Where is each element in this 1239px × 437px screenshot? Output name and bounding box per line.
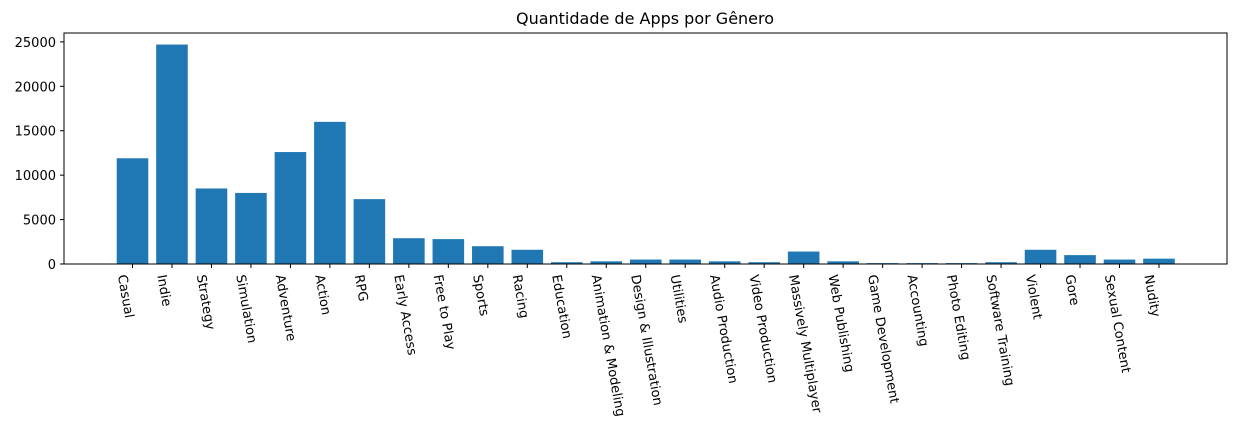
x-tick-label: Indie	[153, 274, 173, 308]
y-tick-label: 20000	[15, 80, 56, 95]
x-tick-label: Nudity	[1140, 274, 1162, 319]
bar-audio-production	[708, 261, 741, 264]
x-tick-label: Software Training	[982, 274, 1016, 388]
x-tick-label: Game Development	[864, 274, 901, 405]
bars-group	[116, 44, 1175, 264]
bar-racing	[511, 249, 544, 264]
x-tick-label: Massively Multiplayer	[785, 274, 824, 415]
x-tick-label: Design & Illustration	[627, 274, 665, 407]
bar-adventure	[274, 152, 307, 264]
x-tick-label: Animation & Modeling	[588, 274, 628, 418]
bar-video-production	[748, 262, 780, 264]
y-axis: 0 5000 10000 15000 20000 25000	[15, 36, 64, 273]
x-tick-label: Audio Production	[706, 274, 740, 385]
x-tick-label: Sexual Content	[1101, 274, 1133, 374]
bar-strategy	[195, 188, 228, 264]
plot-frame	[63, 32, 1228, 265]
bar-education	[550, 262, 583, 264]
bar-sports	[472, 246, 504, 264]
x-tick-label: Education	[548, 274, 574, 340]
x-tick-label: Casual	[114, 274, 136, 320]
y-tick-label: 15000	[15, 125, 56, 140]
x-tick-label: Video Production	[746, 274, 780, 385]
y-tick-label: 25000	[15, 36, 56, 51]
x-tick-label: Sports	[469, 274, 491, 318]
bar-nudity	[1143, 258, 1175, 264]
bar-indie	[156, 44, 188, 264]
bar-gore	[1064, 255, 1096, 264]
bar-design-illustration	[629, 259, 662, 264]
x-tick-label: Strategy	[193, 274, 217, 332]
x-tick-label: Action	[311, 274, 333, 317]
bar-massively-multiplayer	[787, 251, 820, 264]
bar-early-access	[393, 238, 425, 264]
chart-title: Quantidade de Apps por Gênero	[516, 9, 774, 28]
bar-free-to-play	[432, 239, 465, 264]
x-tick-label: RPG	[351, 274, 370, 303]
x-tick-label: Early Access	[390, 274, 419, 357]
bar-action	[314, 121, 346, 264]
bar-casual	[116, 158, 149, 264]
x-tick-label: Simulation	[232, 274, 259, 345]
bar-web-publishing	[827, 261, 859, 264]
y-tick-label: 0	[48, 258, 56, 273]
x-tick-label: Accounting	[903, 274, 930, 348]
x-tick-label: Violent	[1022, 274, 1045, 321]
bar-violent	[1024, 249, 1057, 264]
x-tick-label: Adventure	[272, 274, 298, 343]
x-tick-label: Utilities	[667, 274, 690, 325]
bar-utilities	[669, 259, 702, 264]
x-tick-label: Web Publishing	[825, 274, 857, 374]
y-tick-label: 10000	[15, 169, 56, 184]
bar-simulation	[235, 192, 267, 264]
y-tick-label: 5000	[23, 214, 56, 229]
bar-animation-modeling	[590, 261, 623, 264]
x-tick-label: Racing	[509, 274, 531, 320]
bar-rpg	[353, 199, 386, 264]
x-axis: Casual Indie Strategy Simulation Adventure Ac…	[114, 264, 1163, 418]
x-tick-label: Photo Editing	[943, 274, 973, 362]
bar-software-training	[985, 262, 1017, 264]
x-tick-label: Gore	[1061, 274, 1081, 307]
bar-sexual-content	[1103, 259, 1136, 264]
x-tick-label: Free to Play	[430, 274, 458, 352]
